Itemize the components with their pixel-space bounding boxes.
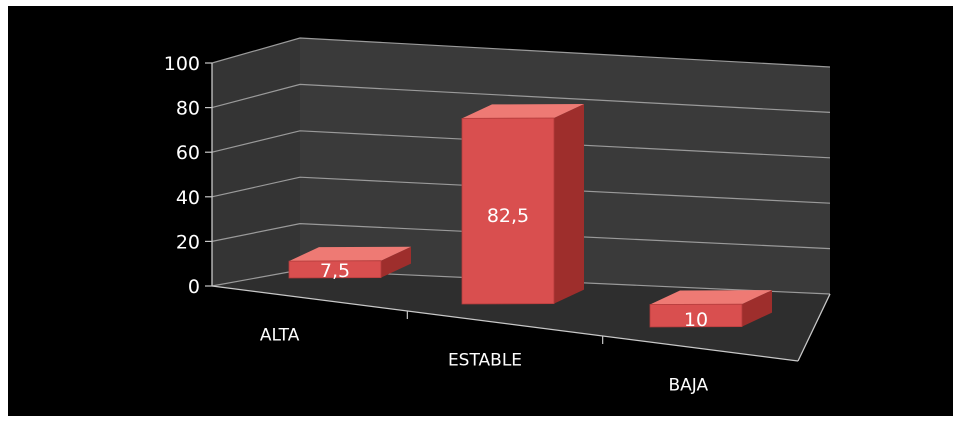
gridline-100 xyxy=(211,37,831,68)
bar-estable: 82,5 xyxy=(461,104,584,305)
gridline-40 xyxy=(211,176,831,204)
y-tick-label-80: 80 xyxy=(176,98,200,120)
bar-side-face xyxy=(742,290,772,327)
y-tick-label-0: 0 xyxy=(188,276,200,298)
bar-front-face xyxy=(649,303,743,328)
bar-side-face xyxy=(381,246,411,278)
y-tick-label-40: 40 xyxy=(176,187,200,209)
data-label-alta: 7,5 xyxy=(320,260,350,282)
bar-front-face xyxy=(288,260,382,279)
gridline-20 xyxy=(211,222,831,250)
bar-side-face xyxy=(554,104,584,304)
bars: 7,5 82,5 10 xyxy=(288,104,772,331)
bar-baja: 10 xyxy=(649,290,772,331)
bar-top-face xyxy=(650,290,772,305)
chart-area: 0 20 40 60 80 100 ALTA ESTABLE BAJA 7,5 82,5 10 xyxy=(8,6,953,416)
x-label-baja: BAJA xyxy=(669,376,709,396)
x-axis-labels: ALTA ESTABLE BAJA xyxy=(260,311,709,396)
y-tick-label-20: 20 xyxy=(176,231,200,253)
x-label-estable: ESTABLE xyxy=(448,351,522,371)
bar-top-face xyxy=(289,246,411,262)
bar-alta: 7,5 xyxy=(288,246,411,282)
floor-right-edge xyxy=(797,293,831,362)
y-tick-label-100: 100 xyxy=(164,53,200,75)
x-axis-line xyxy=(211,285,799,362)
data-label-baja: 10 xyxy=(684,309,708,331)
y-axis-ticks: 0 20 40 60 80 100 xyxy=(164,53,212,298)
bar-chart-3d: 0 20 40 60 80 100 ALTA ESTABLE BAJA 7,5 82,5 10 xyxy=(164,37,831,396)
side-wall xyxy=(212,38,300,286)
y-tick-label-60: 60 xyxy=(176,142,200,164)
axes xyxy=(211,63,831,362)
data-label-estable: 82,5 xyxy=(487,205,529,227)
bar-top-face xyxy=(462,104,584,119)
x-label-alta: ALTA xyxy=(260,326,300,346)
gridline-60 xyxy=(211,130,831,159)
bar-front-face xyxy=(461,117,555,305)
gridline-80 xyxy=(211,83,831,113)
